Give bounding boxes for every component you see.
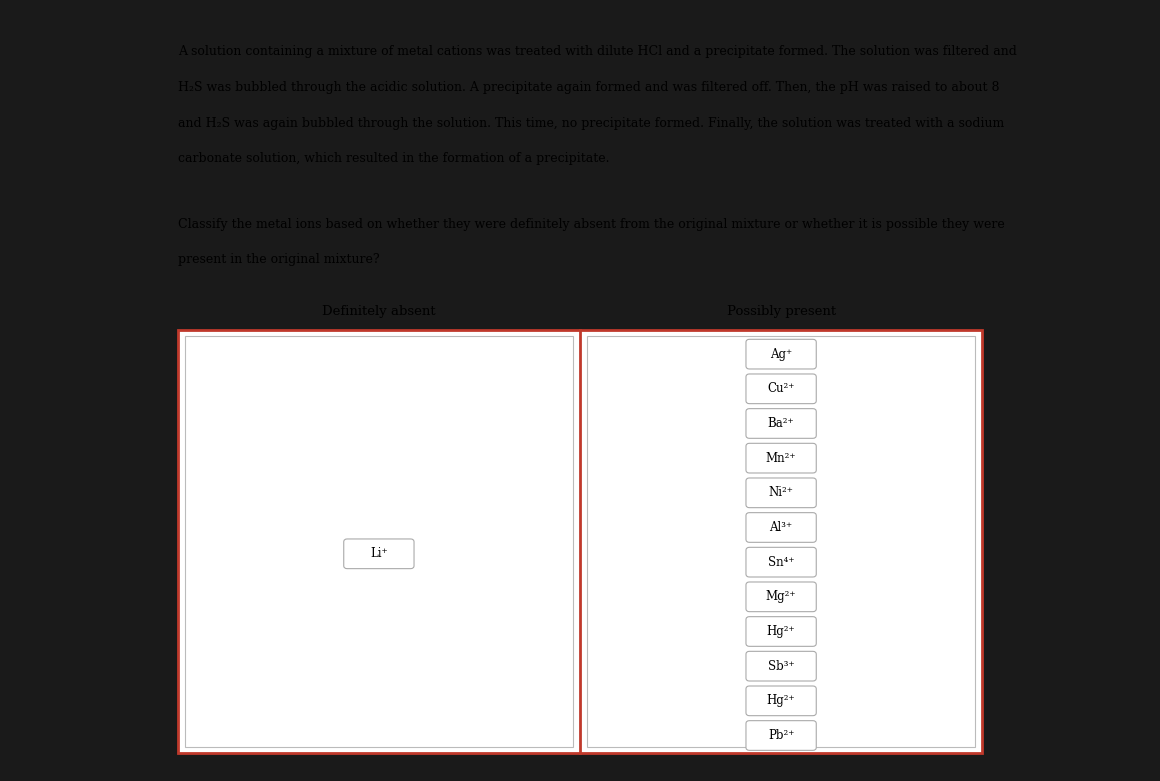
FancyBboxPatch shape: [746, 374, 817, 404]
Text: Sn⁴⁺: Sn⁴⁺: [768, 555, 795, 569]
FancyBboxPatch shape: [343, 539, 414, 569]
FancyBboxPatch shape: [746, 339, 817, 369]
Text: present in the original mixture?: present in the original mixture?: [177, 253, 379, 266]
FancyBboxPatch shape: [746, 512, 817, 542]
Text: H₂S was bubbled through the acidic solution. A precipitate again formed and was : H₂S was bubbled through the acidic solut…: [177, 81, 999, 94]
Text: carbonate solution, which resulted in the formation of a precipitate.: carbonate solution, which resulted in th…: [177, 152, 609, 166]
FancyBboxPatch shape: [746, 478, 817, 508]
Text: Possibly present: Possibly present: [726, 305, 835, 318]
Text: Sb³⁺: Sb³⁺: [768, 660, 795, 672]
FancyBboxPatch shape: [184, 336, 573, 747]
Text: Hg²⁺: Hg²⁺: [767, 625, 796, 638]
FancyBboxPatch shape: [177, 330, 983, 753]
FancyBboxPatch shape: [746, 617, 817, 647]
Text: Ni²⁺: Ni²⁺: [769, 487, 793, 499]
FancyBboxPatch shape: [746, 547, 817, 577]
FancyBboxPatch shape: [587, 336, 976, 747]
Text: Definitely absent: Definitely absent: [322, 305, 436, 318]
Text: Mn²⁺: Mn²⁺: [766, 451, 797, 465]
FancyBboxPatch shape: [746, 721, 817, 751]
Text: Ba²⁺: Ba²⁺: [768, 417, 795, 430]
Text: Hg²⁺: Hg²⁺: [767, 694, 796, 708]
FancyBboxPatch shape: [746, 408, 817, 438]
Text: A solution containing a mixture of metal cations was treated with dilute HCl and: A solution containing a mixture of metal…: [177, 45, 1016, 59]
Text: Cu²⁺: Cu²⁺: [768, 383, 795, 395]
Text: Ag⁺: Ag⁺: [770, 348, 792, 361]
Text: Al³⁺: Al³⁺: [769, 521, 792, 534]
FancyBboxPatch shape: [746, 651, 817, 681]
Text: Mg²⁺: Mg²⁺: [766, 590, 797, 604]
FancyBboxPatch shape: [746, 686, 817, 715]
Text: Pb²⁺: Pb²⁺: [768, 729, 795, 742]
Text: and H₂S was again bubbled through the solution. This time, no precipitate formed: and H₂S was again bubbled through the so…: [177, 116, 1005, 130]
Text: Li⁺: Li⁺: [370, 547, 387, 560]
FancyBboxPatch shape: [746, 582, 817, 612]
Text: Classify the metal ions based on whether they were definitely absent from the or: Classify the metal ions based on whether…: [177, 218, 1005, 230]
FancyBboxPatch shape: [746, 444, 817, 473]
